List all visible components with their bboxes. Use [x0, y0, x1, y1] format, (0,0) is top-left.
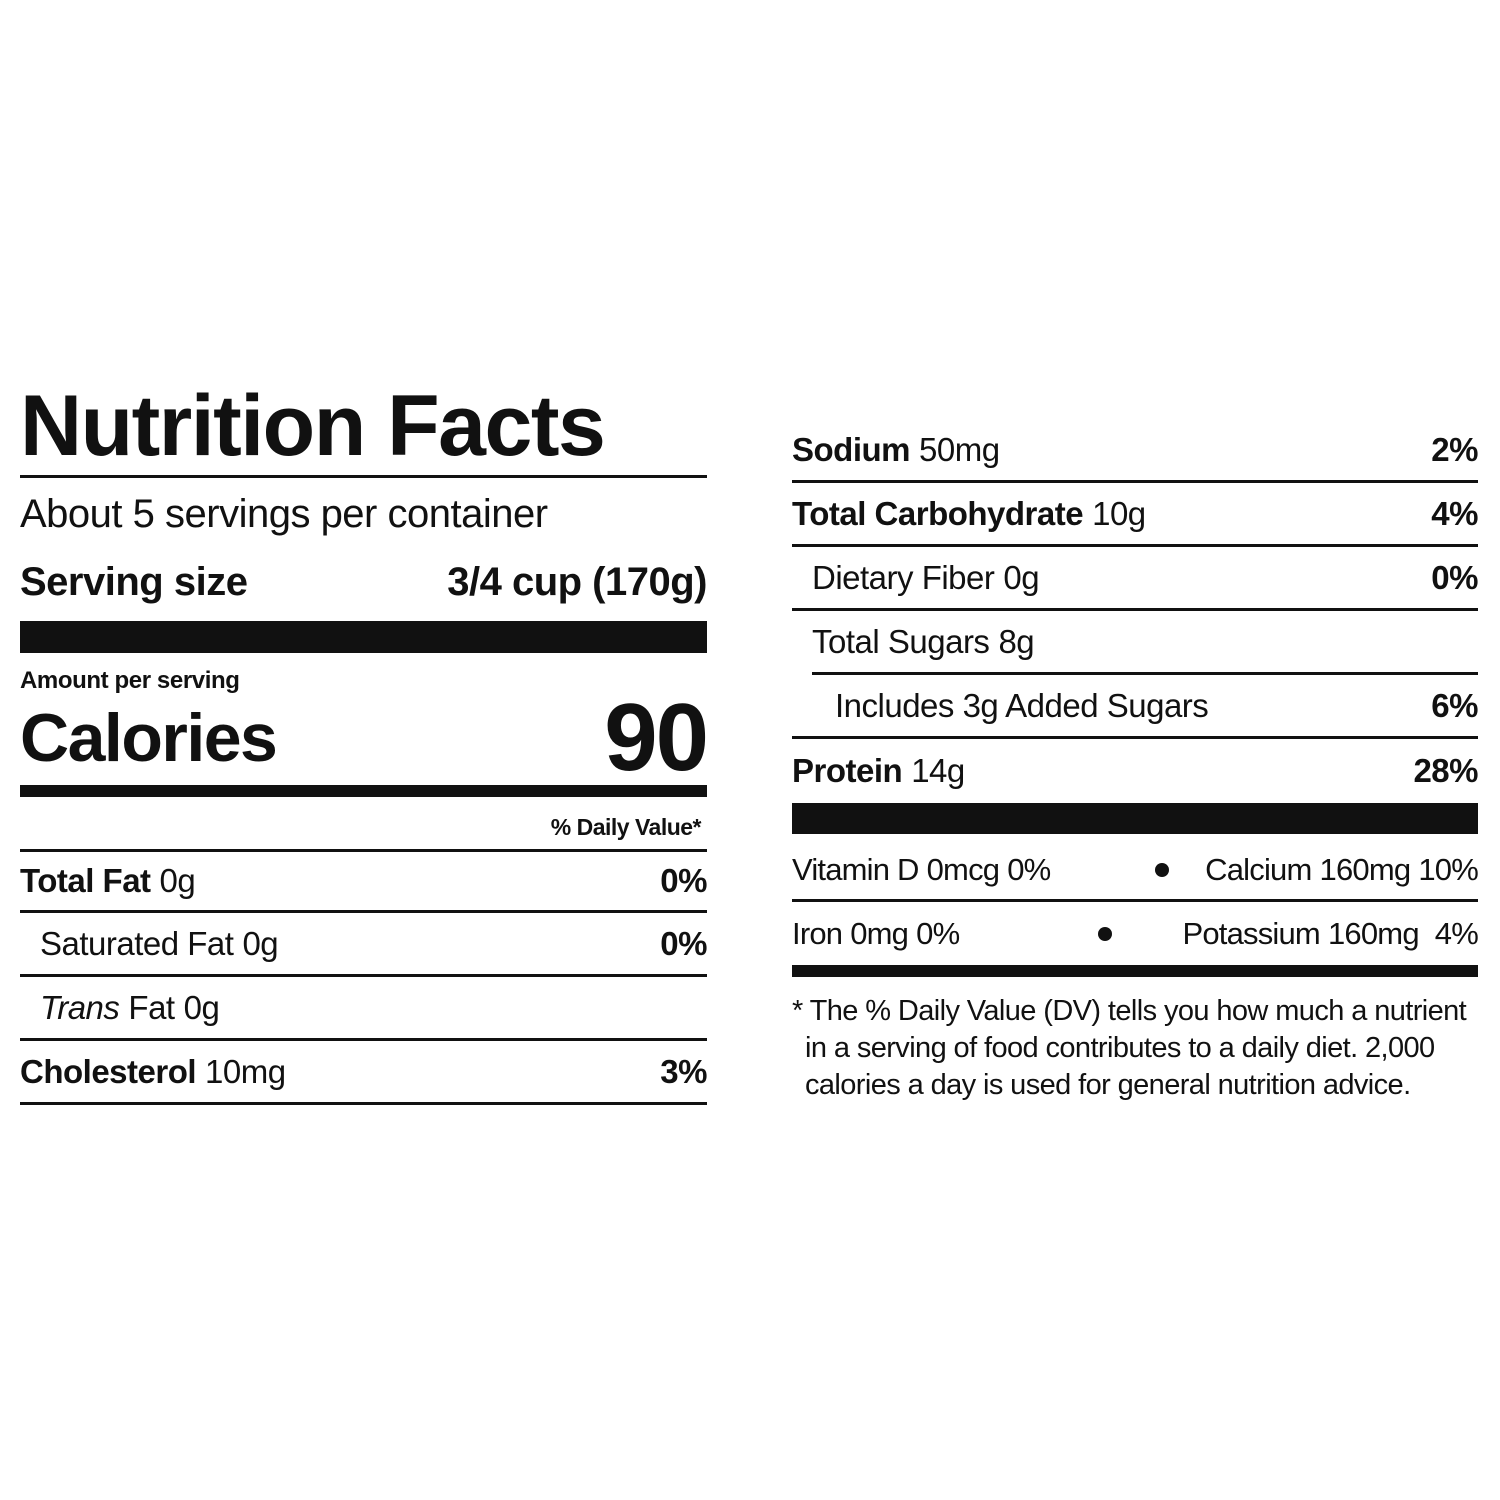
- vitamin-name: Vitamin D: [792, 851, 919, 887]
- bullet: [1154, 862, 1169, 877]
- nutrient-name: Sodium: [792, 431, 911, 468]
- vitamin-name: Iron: [792, 916, 843, 951]
- nutrient-dv: 4%: [1431, 494, 1478, 532]
- nutrient-row: Total Sugars 8g: [812, 611, 1478, 675]
- serving-size-value: 3/4 cup (170g): [447, 559, 707, 604]
- vitamin-item: Potassium 160mg 4%: [1182, 916, 1478, 952]
- vitamin-amount: 160mg: [1319, 851, 1412, 887]
- bullet: [1097, 927, 1112, 941]
- vitamin-dv: 0%: [916, 916, 960, 951]
- nutrient-dv: 0%: [660, 862, 707, 899]
- nutrient-row: Dietary Fiber 0g 0%: [792, 547, 1478, 611]
- nutrient-name-prefix: Trans: [40, 988, 120, 1026]
- footnote-line: calories a day is used for general nutri…: [805, 1069, 1411, 1101]
- nutrient-dv: 3%: [660, 1052, 707, 1090]
- nutrient-row: Trans Fat 0g: [20, 977, 707, 1041]
- nutrient-name: Protein: [792, 752, 903, 789]
- medium-rule: [792, 965, 1478, 977]
- nutrient-row: Sodium 50mg 2%: [792, 420, 1478, 483]
- nutrient-name: Total Fat: [20, 862, 151, 899]
- footnote-line: * The % Daily Value (DV) tells you how m…: [792, 995, 1467, 1027]
- title: Nutrition Facts: [20, 376, 707, 478]
- nutrient-dv: 28%: [1413, 752, 1478, 789]
- vitamin-dv: 0%: [1007, 851, 1051, 887]
- nutrient-dv: 0%: [660, 924, 707, 962]
- serving-size-row: Serving size 3/4 cup (170g): [20, 556, 707, 608]
- medium-rule: [20, 785, 707, 797]
- calories-label: Calories: [20, 699, 278, 776]
- nutrient-amount: 10g: [1092, 494, 1146, 532]
- nutrient-dv: 2%: [1431, 431, 1478, 468]
- vitamin-dv: 10%: [1418, 851, 1478, 887]
- vitamin-name: Potassium: [1182, 916, 1320, 951]
- thick-rule: [792, 803, 1478, 834]
- nutrient-row: Total Carbohydrate 10g 4%: [792, 483, 1478, 547]
- nutrient-amount: 8g: [998, 622, 1035, 660]
- nutrient-row: Protein 14g 28%: [792, 739, 1478, 803]
- daily-value-header-row: % Daily Value*: [20, 805, 707, 852]
- calories-value: 90: [604, 683, 709, 791]
- vitamin-item: Iron 0mg 0%: [792, 916, 967, 952]
- footnote: * The % Daily Value (DV) tells you how m…: [792, 993, 1467, 1104]
- servings-per-container: About 5 servings per container: [20, 492, 548, 536]
- vitamin-amount: 160mg: [1327, 916, 1420, 951]
- nutrient-name: Dietary Fiber: [812, 558, 995, 596]
- nutrient-dv: 0%: [1431, 558, 1478, 596]
- calories-row: Calories 90: [20, 684, 709, 791]
- nutrient-amount: 0g: [1003, 558, 1040, 596]
- vitamin-name: Calcium: [1205, 851, 1312, 887]
- vitamin-row: Vitamin D 0mcg 0% Calcium 160mg 10%: [792, 840, 1479, 902]
- nutrient-row: Saturated Fat 0g 0%: [20, 913, 707, 977]
- nutrient-amount: 10mg: [205, 1052, 286, 1090]
- nutrient-amount: 0g: [242, 924, 279, 962]
- vitamin-item: Calcium 160mg 10%: [1205, 851, 1479, 888]
- serving-size-label: Serving size: [20, 559, 248, 604]
- vitamin-item: Vitamin D 0mcg 0%: [792, 852, 1058, 888]
- vitamin-amount: 0mg: [850, 916, 909, 951]
- daily-value-header: % Daily Value*: [550, 813, 702, 840]
- nutrient-amount: 0g: [183, 988, 220, 1026]
- vitamin-dv: 4%: [1434, 916, 1479, 951]
- nutrient-name: Includes 3g Added Sugars: [835, 686, 1209, 724]
- nutrient-dv: 6%: [1431, 686, 1478, 724]
- nutrient-name: Cholesterol: [20, 1052, 197, 1090]
- nutrient-name: Total Sugars: [812, 622, 990, 660]
- nutrient-name: Saturated Fat: [40, 924, 234, 962]
- nutrient-name: Total Carbohydrate: [792, 494, 1084, 532]
- vitamin-amount: 0mcg: [926, 851, 1000, 887]
- nutrient-amount: 0g: [159, 862, 196, 899]
- nutrient-name: Fat: [128, 988, 175, 1026]
- footnote-line: in a serving of food contributes to a da…: [805, 1032, 1435, 1064]
- nutrient-row: Total Fat 0g 0%: [20, 852, 707, 913]
- nutrient-row: Cholesterol 10mg 3%: [20, 1041, 707, 1105]
- thick-rule: [20, 621, 707, 653]
- nutrient-amount: 14g: [911, 752, 965, 789]
- nutrient-row: Includes 3g Added Sugars 6%: [792, 675, 1478, 739]
- vitamin-row: Iron 0mg 0% Potassium 160mg 4%: [792, 902, 1479, 966]
- amount-per-serving: Amount per serving: [20, 667, 240, 694]
- nutrient-amount: 50mg: [919, 431, 1000, 468]
